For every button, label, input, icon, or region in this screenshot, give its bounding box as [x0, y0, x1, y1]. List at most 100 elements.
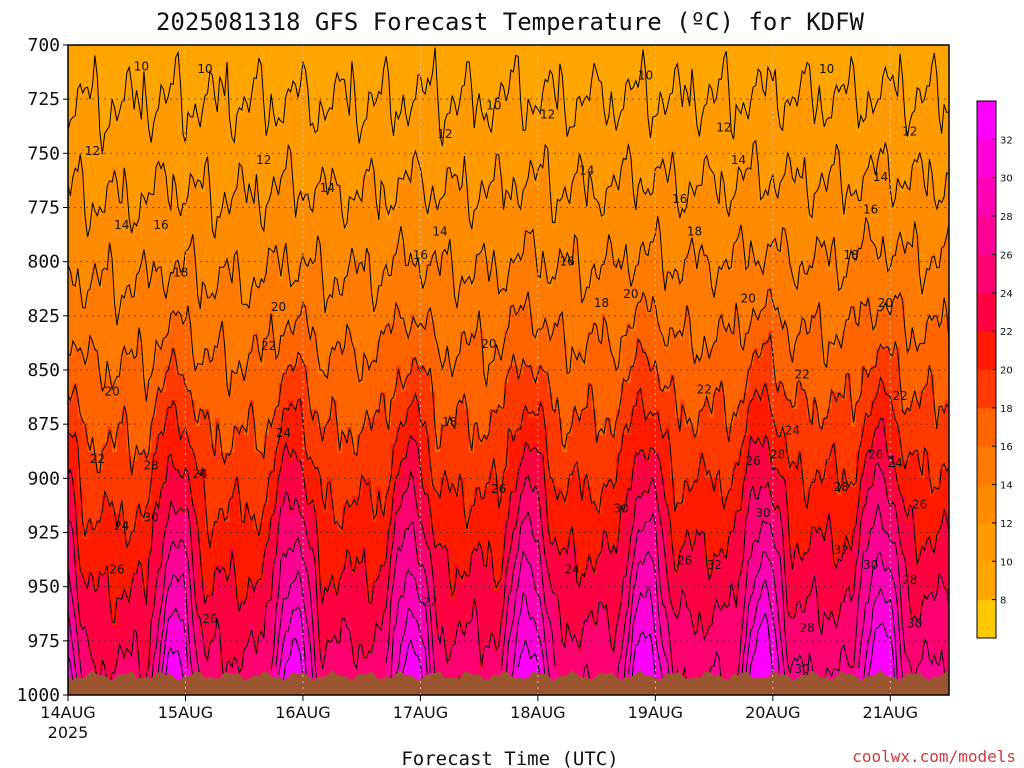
heatmap-cell: [170, 651, 177, 661]
heatmap-cell: [229, 625, 236, 635]
heatmap-cell: [209, 660, 216, 670]
heatmap-cell: [288, 322, 294, 332]
heatmap-cell: [342, 97, 348, 107]
heatmap-cell: [126, 634, 133, 644]
heatmap-cell: [224, 79, 231, 89]
heatmap-cell: [391, 279, 397, 289]
heatmap-cell: [351, 461, 358, 471]
heatmap-cell: [170, 582, 177, 592]
heatmap-cell: [307, 487, 314, 497]
heatmap-cell: [151, 461, 157, 471]
heatmap-cell: [165, 357, 172, 367]
heatmap-cell: [200, 313, 206, 323]
heatmap-cell: [175, 296, 182, 306]
heatmap-cell: [283, 88, 289, 98]
heatmap-cell: [351, 608, 358, 618]
heatmap-cell: [288, 469, 294, 479]
heatmap-cell: [107, 261, 113, 271]
heatmap-cell: [160, 608, 167, 618]
heatmap-cell: [180, 556, 187, 566]
heatmap-cell: [249, 348, 255, 358]
heatmap-cell: [244, 495, 250, 505]
heatmap-cell: [116, 461, 123, 471]
heatmap-cell: [283, 452, 289, 462]
heatmap-cell: [376, 279, 382, 289]
heatmap-cell: [381, 357, 387, 367]
heatmap-cell: [165, 114, 172, 124]
heatmap-cell: [273, 409, 280, 419]
heatmap-cell: [307, 97, 314, 107]
heatmap-cell: [136, 339, 143, 349]
heatmap-cell: [293, 244, 299, 254]
heatmap-cell: [278, 409, 284, 419]
heatmap-cell: [200, 157, 206, 167]
heatmap-cell: [102, 79, 108, 89]
heatmap-cell: [381, 556, 387, 566]
heatmap-cell: [356, 149, 363, 159]
heatmap-cell: [332, 149, 338, 159]
heatmap-cell: [298, 157, 304, 167]
heatmap-cell: [307, 573, 314, 583]
heatmap-cell: [131, 539, 138, 549]
heatmap-cell: [312, 478, 319, 488]
heatmap-cell: [156, 183, 162, 193]
heatmap-cell: [327, 157, 333, 167]
heatmap-cell: [87, 140, 94, 150]
heatmap-cell: [165, 149, 172, 159]
heatmap-cell: [156, 461, 162, 471]
heatmap-cell: [346, 539, 353, 549]
heatmap-cell: [200, 443, 206, 453]
heatmap-cell: [136, 79, 143, 89]
heatmap-cell: [107, 227, 113, 237]
heatmap-cell: [268, 348, 275, 358]
heatmap-cell: [116, 374, 123, 384]
heatmap-cell: [170, 105, 177, 115]
heatmap-cell: [351, 651, 358, 661]
heatmap-cell: [278, 643, 284, 653]
heatmap-cell: [263, 305, 270, 315]
heatmap-cell: [97, 157, 103, 167]
heatmap-cell: [229, 617, 236, 627]
heatmap-cell: [68, 556, 74, 566]
heatmap-cell: [116, 469, 123, 479]
heatmap-cell: [381, 573, 387, 583]
heatmap-cell: [298, 105, 304, 115]
heatmap-cell: [97, 530, 103, 540]
heatmap-cell: [131, 279, 138, 289]
heatmap-cell: [77, 651, 84, 661]
heatmap-cell: [332, 253, 338, 263]
heatmap-cell: [322, 435, 328, 445]
heatmap-cell: [141, 313, 147, 323]
heatmap-cell: [141, 651, 147, 661]
heatmap-cell: [156, 131, 162, 141]
heatmap-cell: [209, 62, 216, 72]
heatmap-cell: [249, 660, 255, 670]
heatmap-cell: [229, 513, 236, 523]
heatmap-cell: [298, 374, 304, 384]
heatmap-cell: [302, 149, 309, 159]
heatmap-cell: [361, 53, 368, 63]
heatmap-cell: [371, 608, 377, 618]
heatmap-cell: [136, 513, 143, 523]
heatmap-cell: [219, 426, 226, 436]
heatmap-cell: [214, 391, 221, 401]
heatmap-cell: [258, 383, 265, 393]
heatmap-cell: [322, 487, 328, 497]
heatmap-cell: [82, 131, 89, 141]
heatmap-cell: [302, 209, 309, 219]
heatmap-cell: [170, 62, 177, 72]
heatmap-cell: [82, 374, 89, 384]
heatmap-cell: [234, 400, 240, 410]
heatmap-cell: [263, 608, 270, 618]
heatmap-cell: [185, 140, 191, 150]
heatmap-cell: [131, 45, 138, 55]
heatmap-cell: [371, 461, 377, 471]
heatmap-cell: [195, 513, 201, 523]
heatmap-cell: [268, 71, 275, 81]
heatmap-cell: [126, 131, 133, 141]
heatmap-cell: [175, 227, 182, 237]
heatmap-cell: [258, 279, 265, 289]
heatmap-cell: [302, 452, 309, 462]
heatmap-cell: [116, 357, 123, 367]
heatmap-cell: [317, 201, 324, 211]
